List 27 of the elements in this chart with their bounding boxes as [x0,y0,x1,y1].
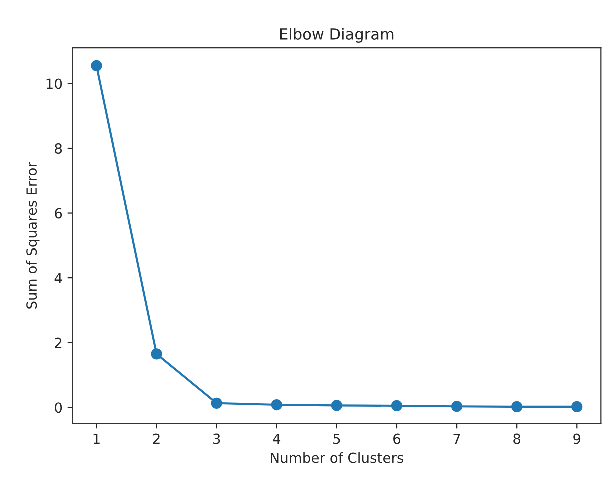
y-tick-label: 8 [55,143,62,154]
y-tick-label: 2 [55,338,62,348]
chart-title: Elbow Diagram [280,28,394,43]
x-axis-title: Number of Clusters [271,452,404,464]
x-tick-label: 7 [454,434,460,444]
point [271,399,282,411]
point [211,398,222,409]
y-tick-label: 6 [55,208,62,219]
point [391,400,403,412]
x-tick-label: 5 [334,434,340,444]
x-tick-label: 3 [213,434,220,444]
x-tick-label: 8 [514,434,521,444]
x-tick-label: 9 [574,434,581,444]
point [451,401,463,412]
point [151,348,162,360]
y-axis-title: Sum of Squares Error [26,162,40,309]
y-tick-label: 10 [46,78,62,90]
point [331,400,342,412]
point [91,60,102,72]
point [572,401,583,413]
x-tick-label: 4 [273,434,281,444]
y-tick-label: 4 [54,273,62,284]
point [512,401,523,413]
y-tick-label: 0 [55,402,62,414]
x-tick-label: 2 [153,434,160,444]
x-tick-label: 1 [94,434,100,444]
x-tick-label: 6 [394,434,401,444]
